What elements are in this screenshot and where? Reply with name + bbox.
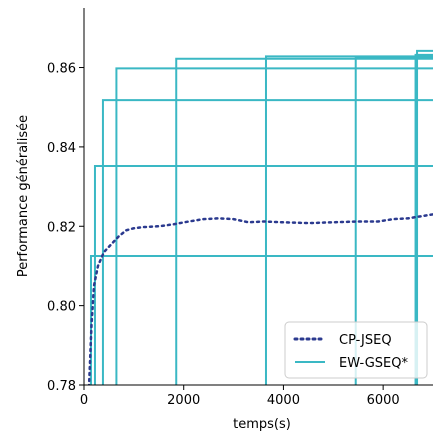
cp-jseq-series-line xyxy=(87,213,433,385)
ew-gseq-step-line-3 xyxy=(115,67,433,385)
x-tick-label: 4000 xyxy=(267,393,300,408)
x-tick-label: 6000 xyxy=(367,393,400,408)
x-axis-label: temps(s) xyxy=(233,417,291,432)
ew-gseq-step-line-4 xyxy=(175,57,433,385)
legend: CP-JSEQ EW-GSEQ* xyxy=(284,321,428,379)
y-tick-label: 0.82 xyxy=(47,220,76,235)
ew-gseq-step-line-7 xyxy=(414,53,433,385)
legend-box xyxy=(284,321,428,379)
ew-gseq-step-line-5 xyxy=(264,55,433,385)
y-tick-label: 0.78 xyxy=(47,379,76,394)
ew-gseq-step-line-1 xyxy=(93,164,433,385)
y-tick-label: 0.86 xyxy=(47,62,76,77)
ew-gseq-step-line-2 xyxy=(101,99,433,385)
ew-gseq-step-line-6 xyxy=(354,56,433,385)
x-tick-label: 0 xyxy=(80,393,88,408)
axes: 0.78 0.80 0.82 0.84 0.86 0 2000 4000 6000 xyxy=(47,8,433,408)
ew-gseq-step-line-8 xyxy=(416,49,433,385)
x-tick-label: 2000 xyxy=(167,393,200,408)
legend-label-ew-gseq: EW-GSEQ* xyxy=(339,356,408,371)
y-tick-label: 0.84 xyxy=(47,141,76,156)
y-axis-label: Performance généralisée xyxy=(16,115,31,277)
y-tick-label: 0.80 xyxy=(47,300,76,315)
legend-label-cp-jseq: CP-JSEQ xyxy=(339,333,392,348)
ew-gseq-step-line-0 xyxy=(89,255,433,385)
